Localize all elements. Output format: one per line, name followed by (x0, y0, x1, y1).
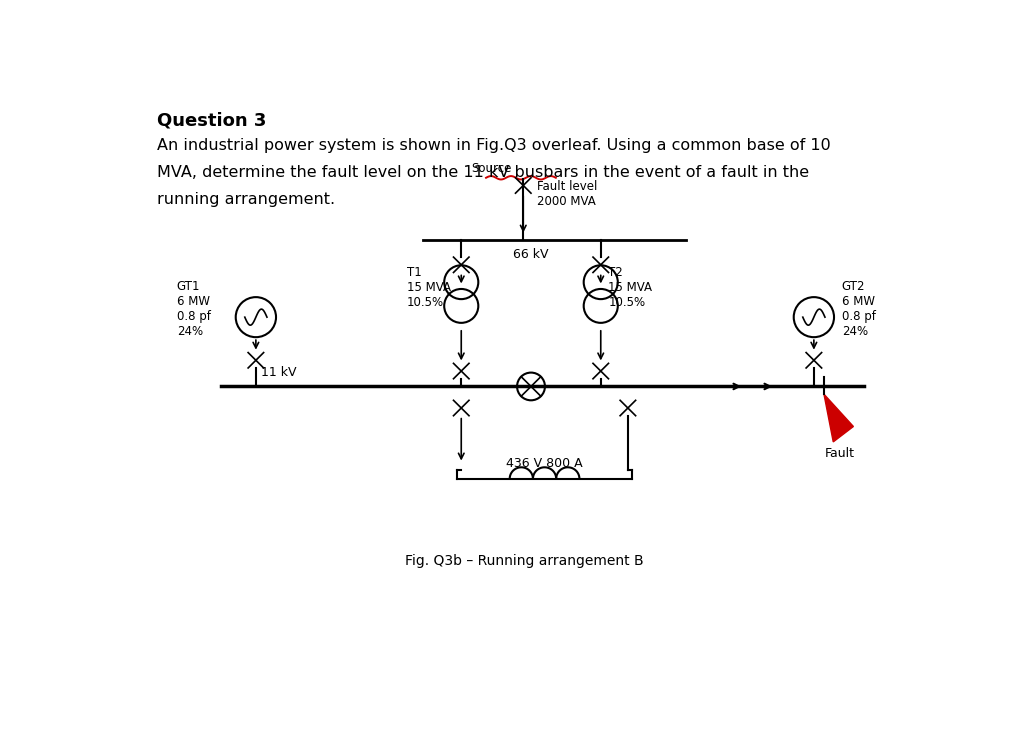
Text: Source: Source (471, 163, 512, 176)
Text: MVA, determine the fault level on the 11 kV busbars in the event of a fault in t: MVA, determine the fault level on the 11… (158, 165, 810, 180)
Text: T1
15 MVA
10.5%: T1 15 MVA 10.5% (407, 266, 451, 310)
Text: 66 kV: 66 kV (513, 248, 549, 261)
Text: GT2
6 MW
0.8 pf
24%: GT2 6 MW 0.8 pf 24% (842, 280, 876, 338)
Text: Question 3: Question 3 (158, 112, 267, 130)
Text: running arrangement.: running arrangement. (158, 192, 336, 207)
Text: Fault level
2000 MVA: Fault level 2000 MVA (538, 180, 598, 208)
Text: 11 kV: 11 kV (261, 366, 297, 379)
Text: Fig. Q3b – Running arrangement B: Fig. Q3b – Running arrangement B (406, 554, 644, 568)
Text: Fault: Fault (824, 446, 854, 460)
Text: T2
15 MVA
10.5%: T2 15 MVA 10.5% (608, 266, 652, 310)
Text: 436 V 800 A: 436 V 800 A (506, 458, 583, 470)
Text: An industrial power system is shown in Fig.Q3 overleaf. Using a common base of 1: An industrial power system is shown in F… (158, 138, 831, 153)
Polygon shape (824, 394, 853, 442)
Text: GT1
6 MW
0.8 pf
24%: GT1 6 MW 0.8 pf 24% (177, 280, 211, 338)
